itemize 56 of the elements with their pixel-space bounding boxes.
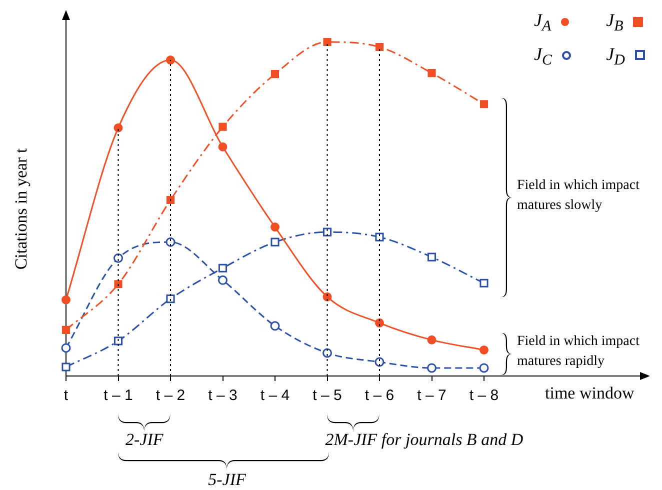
text: Field in which impact matures slowly [517, 177, 640, 215]
point [322, 292, 332, 302]
point [480, 100, 488, 108]
point [218, 264, 228, 272]
x-tick-label: t – 3 [208, 387, 238, 404]
point [322, 348, 332, 358]
text: 2-JIF [124, 430, 164, 450]
point [427, 335, 436, 344]
point [166, 294, 175, 304]
point [375, 318, 384, 328]
point [270, 70, 280, 78]
point [166, 196, 175, 204]
point [166, 237, 176, 247]
point [218, 142, 228, 152]
point [114, 336, 123, 346]
x-tick-label: t – 4 [260, 387, 290, 404]
text: 2M-JIF for journals B and D [325, 430, 524, 450]
point [114, 253, 123, 263]
legend-label: J$_{C}$ [534, 44, 552, 68]
point [428, 69, 436, 78]
text: 5-JIF [207, 470, 247, 490]
point [427, 252, 436, 262]
point [375, 42, 384, 52]
point [374, 357, 384, 367]
point [218, 122, 227, 131]
point [479, 363, 489, 373]
point [218, 275, 228, 285]
point [166, 56, 175, 65]
point [61, 343, 71, 353]
point [114, 280, 122, 288]
x-tick-label: t – 2 [156, 387, 186, 404]
x-tick-label: t [64, 387, 69, 404]
point [62, 326, 70, 334]
legend-label: J$_{D}$ [606, 44, 625, 68]
text: Field in which impact matures rapidly [517, 333, 640, 371]
x-tick-label: t – 8 [469, 387, 499, 404]
point [62, 362, 70, 372]
point [480, 278, 488, 288]
point [480, 345, 488, 354]
x-tick-label: t – 6 [364, 387, 394, 404]
point [323, 38, 332, 46]
x-tick-label: t – 5 [312, 387, 342, 404]
y-axis-title: Citations in year t [11, 148, 30, 270]
point [270, 321, 280, 331]
x-tick-label: t – 1 [104, 387, 133, 404]
legend-label: J$_{B}$ [606, 10, 624, 35]
point [270, 222, 280, 232]
point [427, 363, 436, 373]
point [114, 123, 123, 132]
point [322, 228, 332, 236]
point [270, 238, 280, 246]
x-axis-title: time window [545, 383, 635, 402]
legend-label: J$_{A}$ [534, 10, 552, 35]
point [62, 295, 70, 304]
x-tick-label: t – 7 [417, 387, 446, 404]
point [375, 232, 384, 242]
